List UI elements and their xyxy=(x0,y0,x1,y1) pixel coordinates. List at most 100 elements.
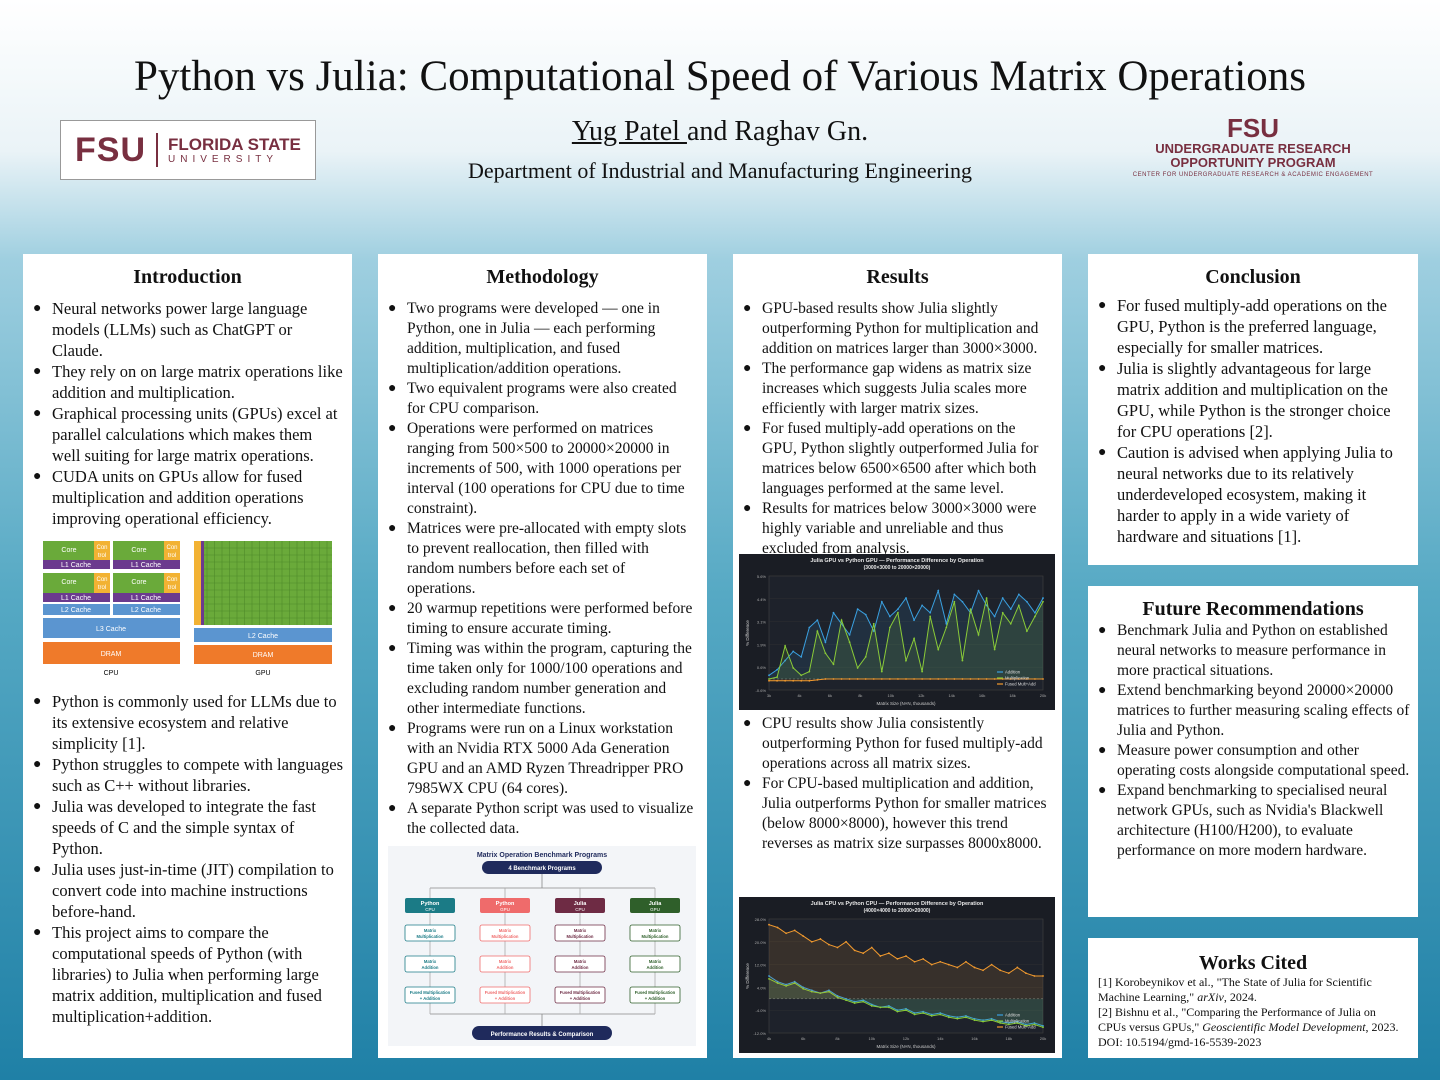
flow-step-node xyxy=(479,924,531,942)
urop-logo-line3: CENTER FOR UNDERGRADUATE RESEARCH & ACAD… xyxy=(1132,172,1374,178)
urop-logo-line1: UNDERGRADUATE RESEARCH xyxy=(1155,141,1351,156)
author-primary: Yug Patel xyxy=(571,116,687,147)
gpu-control-strip xyxy=(194,541,201,625)
data-point xyxy=(1007,1022,1010,1024)
poster-title: Python vs Julia: Computational Speed of … xyxy=(133,53,1307,100)
flow-program-node xyxy=(405,898,455,913)
data-point xyxy=(922,958,925,960)
data-point xyxy=(872,678,875,680)
data-point xyxy=(982,1020,984,1023)
data-point xyxy=(913,678,915,680)
data-point xyxy=(832,678,835,680)
future-recommendations-panel: Future Recommendations Benchmark Julia a… xyxy=(1088,586,1418,917)
data-point xyxy=(939,1013,942,1016)
data-point xyxy=(939,1012,942,1014)
data-point xyxy=(999,1022,1002,1024)
legend-label: Addition xyxy=(1005,1013,1021,1018)
data-point xyxy=(930,963,933,966)
data-point xyxy=(1025,600,1028,603)
list-item: Graphical processing units (GPUs) excel … xyxy=(27,403,344,466)
data-point xyxy=(1016,1022,1019,1024)
data-point xyxy=(896,1009,899,1012)
data-point xyxy=(800,656,803,658)
data-point xyxy=(1001,611,1004,614)
flow-top-node xyxy=(482,861,602,874)
data-point xyxy=(993,678,996,680)
urop-logo: FSU UNDERGRADUATE RESEARCH OPPORTUNITY P… xyxy=(1128,114,1378,178)
data-point xyxy=(990,963,993,966)
data-point xyxy=(896,958,899,960)
y-tick-label: -0.6% xyxy=(756,688,767,693)
legend-label: Fused Mult+Add xyxy=(1005,1025,1036,1030)
cpu-control-label: Con xyxy=(166,577,177,583)
data-point xyxy=(1007,1023,1010,1026)
flow-program-sub: GPU xyxy=(650,907,660,912)
data-point xyxy=(824,678,827,680)
data-point xyxy=(768,977,770,980)
data-point xyxy=(836,995,839,997)
gpu-l1-strip xyxy=(201,541,204,625)
data-point xyxy=(862,952,865,955)
gpu-dram-label: DRAM xyxy=(253,652,274,659)
x-tick-label: 20k xyxy=(1040,1036,1046,1041)
data-point xyxy=(965,1015,967,1017)
conclusion-heading: Conclusion xyxy=(1205,266,1301,288)
flow-step-label: Matrix xyxy=(424,959,437,964)
data-point xyxy=(862,1000,865,1003)
data-point xyxy=(1024,1024,1027,1027)
cpu-l2-cache xyxy=(43,604,110,615)
flow-program-node xyxy=(480,898,530,913)
data-point xyxy=(887,952,890,955)
benchmark-flow-diagram: Matrix Operation Benchmark Programs 4 Be… xyxy=(388,846,696,1046)
data-point xyxy=(879,955,882,957)
future-list: Benchmark Julia and Python on establishe… xyxy=(1092,621,1410,861)
data-point xyxy=(905,659,907,662)
flow-program-sub: CPU xyxy=(575,907,585,912)
data-point xyxy=(768,674,770,677)
data-point xyxy=(921,604,924,607)
data-point xyxy=(785,985,788,987)
reference-2: [2] Bishnu et al., "Comparing the Perfor… xyxy=(1098,1005,1406,1050)
data-point xyxy=(870,946,873,949)
future-heading: Future Recommendations xyxy=(1142,598,1364,620)
data-point xyxy=(953,593,956,596)
y-tick-label: 0.6% xyxy=(757,665,767,670)
data-point xyxy=(945,626,948,629)
data-point xyxy=(845,999,847,1002)
x-tick-label: 12k xyxy=(903,1036,909,1041)
series-area xyxy=(769,976,1043,1026)
data-point xyxy=(776,982,779,985)
flow-program-name: Julia xyxy=(574,901,587,907)
x-tick-label: 20k xyxy=(1040,693,1046,698)
data-point xyxy=(888,626,891,629)
cpu-l1-label: L1 Cache xyxy=(131,595,161,602)
x-tick-label: 14k xyxy=(937,1036,943,1041)
data-point xyxy=(969,608,972,610)
data-point xyxy=(832,663,835,666)
cpu-core-label: Core xyxy=(131,547,146,554)
data-point xyxy=(828,990,830,993)
data-point xyxy=(985,678,988,680)
data-point xyxy=(802,987,805,990)
data-point xyxy=(776,926,779,929)
reference-2-year: , 2023. DOI: 10.5194/gmd-16-5539-2023 xyxy=(1098,1020,1399,1049)
flow-step-label: + Addition xyxy=(645,996,666,1001)
data-point xyxy=(1016,1020,1019,1023)
flow-program-node xyxy=(555,898,605,913)
list-item: Python struggles to compete with languag… xyxy=(27,754,344,796)
list-item: Python is commonly used for LLMs due to … xyxy=(27,691,344,754)
fsu-logo-name: FLORIDA STATE xyxy=(168,134,301,154)
data-point xyxy=(945,622,948,625)
x-tick-label: 8k xyxy=(835,1036,839,1041)
introduction-list-a: Neural networks power large language mod… xyxy=(27,298,344,529)
x-tick-label: 16k xyxy=(979,693,985,698)
data-point xyxy=(784,644,787,647)
data-point xyxy=(956,966,959,969)
list-item: Julia uses just-in-time (JIT) compilatio… xyxy=(27,859,344,922)
x-tick-label: 8k xyxy=(858,693,862,698)
data-point xyxy=(840,619,843,622)
methodology-panel: Methodology Two programs were developed … xyxy=(378,254,707,1058)
data-point xyxy=(853,949,856,952)
data-point xyxy=(888,615,891,618)
